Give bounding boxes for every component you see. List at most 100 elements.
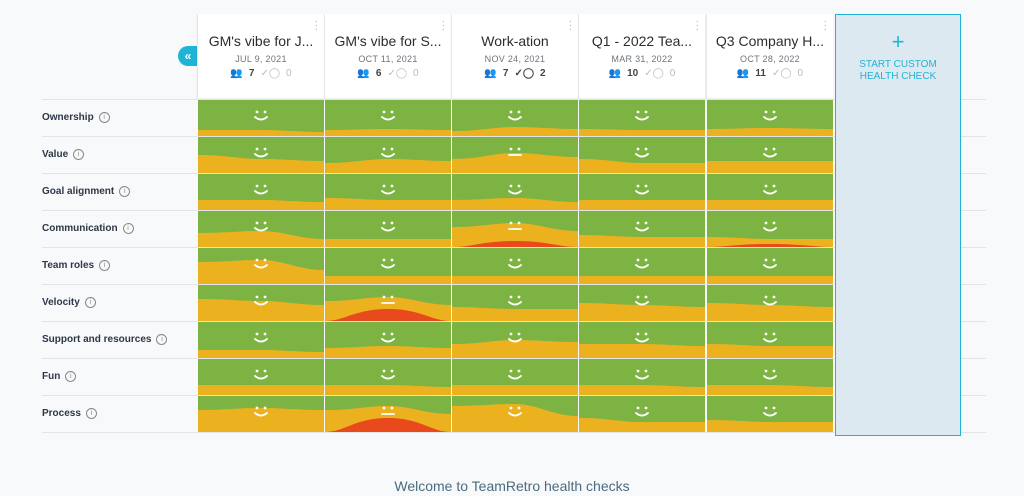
vote-distribution: [452, 396, 578, 432]
health-cell[interactable]: [579, 322, 705, 358]
health-cell[interactable]: [707, 396, 833, 432]
health-cell[interactable]: [452, 285, 578, 321]
start-custom-health-check-button[interactable]: + START CUSTOM HEALTH CHECK: [835, 14, 961, 436]
health-cell[interactable]: [198, 248, 324, 284]
row-divider: [42, 395, 986, 396]
health-cell[interactable]: [325, 248, 451, 284]
health-cell[interactable]: [198, 211, 324, 247]
info-icon[interactable]: i: [119, 186, 131, 197]
health-cell[interactable]: [452, 359, 578, 395]
health-check-column-header[interactable]: · · · GM's vibe for J... JUL 9, 2021 👥 7 ✓◯ 0: [197, 14, 324, 98]
health-cell[interactable]: [579, 396, 705, 432]
info-icon[interactable]: i: [85, 408, 97, 419]
health-cell[interactable]: [325, 137, 451, 173]
health-cell[interactable]: [325, 322, 451, 358]
more-options-icon[interactable]: · · ·: [314, 16, 318, 35]
row-divider: [42, 210, 986, 211]
health-cell[interactable]: [198, 322, 324, 358]
health-cell[interactable]: [707, 137, 833, 173]
happy-face-icon: [635, 332, 649, 343]
health-cell[interactable]: [198, 174, 324, 210]
health-cell[interactable]: [707, 248, 833, 284]
more-options-icon[interactable]: · · ·: [695, 16, 699, 35]
health-cell[interactable]: [579, 174, 705, 210]
happy-face-icon: [635, 147, 649, 158]
health-cell[interactable]: [198, 359, 324, 395]
health-cell[interactable]: [707, 359, 833, 395]
info-icon[interactable]: i: [84, 297, 96, 308]
health-cell[interactable]: [452, 211, 578, 247]
happy-face-icon: [381, 332, 395, 343]
health-cell[interactable]: [198, 137, 324, 173]
health-cell[interactable]: [325, 396, 451, 432]
collapse-sidebar-button[interactable]: «: [178, 46, 198, 66]
health-cell[interactable]: [325, 359, 451, 395]
dimension-label: Process i: [42, 408, 97, 419]
happy-face-icon: [254, 147, 268, 158]
vote-distribution: [325, 137, 451, 173]
health-check-column-header[interactable]: · · · Q1 - 2022 Tea... MAR 31, 2022 👥 10 ✓◯ 0: [578, 14, 705, 98]
dimension-name: Process: [42, 408, 81, 419]
happy-face-icon: [254, 295, 268, 306]
health-cell[interactable]: [579, 137, 705, 173]
health-cell[interactable]: [325, 174, 451, 210]
health-cell[interactable]: [325, 285, 451, 321]
health-cell[interactable]: [452, 174, 578, 210]
more-options-icon[interactable]: · · ·: [568, 16, 572, 35]
custom-health-check-label: START CUSTOM HEALTH CHECK: [859, 59, 937, 82]
happy-face-icon: [635, 295, 649, 306]
health-cell[interactable]: [707, 174, 833, 210]
more-options-icon[interactable]: · · ·: [823, 16, 827, 35]
vote-distribution: [198, 322, 324, 358]
action-count: 0: [286, 68, 292, 79]
happy-face-icon: [508, 184, 522, 195]
vote-distribution: [325, 248, 451, 284]
info-icon[interactable]: i: [73, 149, 85, 160]
health-check-column-header[interactable]: · · · Q3 Company H... OCT 28, 2022 👥 11 ✓◯ 0: [706, 14, 833, 98]
info-icon[interactable]: i: [156, 334, 168, 345]
health-cell[interactable]: [707, 100, 833, 136]
more-options-icon[interactable]: · · ·: [441, 16, 445, 35]
health-check-column-header[interactable]: · · · GM's vibe for S... OCT 11, 2021 👥 6 ✓◯ 0: [324, 14, 451, 98]
happy-face-icon: [763, 369, 777, 380]
vote-distribution: [579, 137, 705, 173]
health-cell[interactable]: [325, 100, 451, 136]
vote-distribution: [707, 211, 833, 247]
happy-face-icon: [254, 406, 268, 417]
health-cell[interactable]: [707, 285, 833, 321]
info-icon[interactable]: i: [98, 112, 110, 123]
actions-icon: ✓◯: [387, 68, 408, 79]
health-cell[interactable]: [579, 285, 705, 321]
health-cell[interactable]: [452, 137, 578, 173]
dimension-label: Ownership i: [42, 112, 110, 123]
health-cell[interactable]: [579, 100, 705, 136]
health-cell[interactable]: [325, 211, 451, 247]
health-cell[interactable]: [579, 211, 705, 247]
health-cell[interactable]: [198, 396, 324, 432]
row-divider: [42, 136, 986, 137]
dimension-label: Communication i: [42, 223, 134, 234]
happy-face-icon: [381, 110, 395, 121]
info-icon[interactable]: i: [65, 371, 77, 382]
health-cell[interactable]: [452, 322, 578, 358]
info-icon[interactable]: i: [99, 260, 111, 271]
health-cell[interactable]: [579, 248, 705, 284]
health-cell[interactable]: [198, 100, 324, 136]
health-check-date: JUL 9, 2021: [235, 54, 287, 64]
health-cell[interactable]: [707, 322, 833, 358]
health-check-stats: 👥 6 ✓◯ 0: [325, 68, 451, 79]
health-check-stats: 👥 11 ✓◯ 0: [707, 68, 833, 79]
happy-face-icon: [508, 258, 522, 269]
health-check-column-header[interactable]: · · · Work-ation NOV 24, 2021 👥 7 ✓◯ 2: [451, 14, 578, 98]
info-icon[interactable]: i: [122, 223, 134, 234]
health-cell[interactable]: [452, 100, 578, 136]
happy-face-icon: [763, 295, 777, 306]
health-cell[interactable]: [452, 248, 578, 284]
health-cell[interactable]: [707, 211, 833, 247]
health-cell[interactable]: [198, 285, 324, 321]
health-cell[interactable]: [452, 396, 578, 432]
health-cell[interactable]: [579, 359, 705, 395]
vote-distribution: [325, 211, 451, 247]
dimension-name: Velocity: [42, 297, 80, 308]
happy-face-icon: [763, 332, 777, 343]
